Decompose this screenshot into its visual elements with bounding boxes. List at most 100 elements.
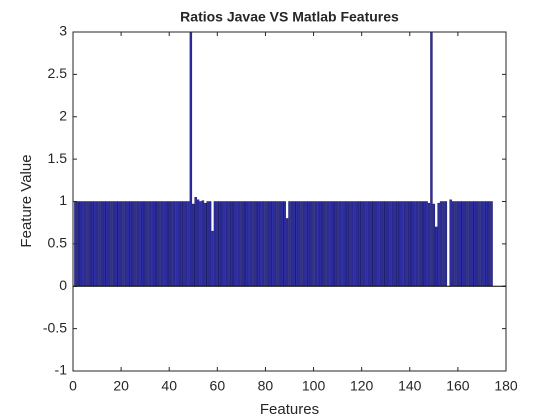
bar — [348, 201, 351, 287]
bar — [461, 201, 464, 287]
bar — [442, 201, 445, 287]
bar — [439, 201, 443, 287]
x-tick-label: 100 — [302, 378, 326, 394]
bar — [362, 201, 366, 287]
x-tick-label: 180 — [494, 378, 518, 394]
bar — [172, 201, 176, 287]
bar — [432, 203, 436, 287]
bar — [151, 201, 154, 287]
bar — [237, 201, 241, 287]
bar — [403, 201, 407, 287]
bar — [386, 201, 390, 287]
bar — [377, 201, 380, 287]
bar — [468, 201, 472, 287]
x-tick-label: 20 — [113, 378, 129, 394]
bar — [201, 200, 205, 287]
bar — [261, 201, 265, 287]
bar — [422, 201, 426, 287]
bar — [95, 201, 99, 287]
bar — [413, 201, 416, 287]
x-tick-label: 80 — [258, 378, 274, 394]
bar — [218, 201, 221, 287]
bar — [435, 226, 438, 287]
bar — [146, 201, 149, 287]
y-tick-label: -0.5 — [43, 319, 67, 335]
bar — [394, 201, 397, 287]
bar — [321, 201, 325, 287]
bar — [288, 201, 291, 287]
bar — [290, 201, 294, 287]
bar — [187, 201, 190, 287]
bar — [297, 201, 301, 287]
bar — [88, 201, 92, 287]
x-tick-label: 140 — [398, 378, 422, 394]
bar — [475, 201, 479, 287]
bar — [384, 201, 387, 287]
bar — [76, 201, 80, 287]
x-tick-label: 0 — [69, 378, 77, 394]
bar — [276, 201, 279, 287]
bar — [122, 201, 125, 287]
bar — [127, 201, 130, 287]
bar — [86, 201, 89, 287]
bar — [199, 201, 202, 287]
bar — [189, 32, 193, 287]
bar — [456, 201, 460, 287]
bar — [211, 230, 214, 287]
bar — [427, 202, 431, 287]
bar — [463, 201, 467, 287]
bar — [430, 32, 433, 287]
bar — [266, 201, 270, 287]
bar — [285, 218, 289, 287]
bar — [353, 201, 356, 287]
bar — [309, 201, 313, 287]
bar — [79, 201, 82, 287]
bar — [192, 203, 195, 287]
bar — [490, 201, 493, 287]
bar — [358, 201, 361, 287]
bar — [300, 201, 303, 287]
bar — [333, 201, 337, 287]
bar — [204, 202, 207, 287]
bar — [410, 201, 414, 287]
x-tick-label: 160 — [446, 378, 470, 394]
y-tick-label: 3 — [59, 23, 67, 39]
bar — [341, 201, 344, 287]
bar — [459, 201, 462, 287]
bar — [487, 201, 491, 287]
bar — [418, 201, 421, 287]
x-axis-label: Features — [260, 401, 319, 418]
bar — [115, 201, 118, 287]
bar — [278, 201, 282, 287]
bar — [244, 201, 248, 287]
bar — [336, 201, 339, 287]
y-tick-label: 0.5 — [48, 235, 68, 251]
bar — [406, 201, 409, 287]
bar — [242, 201, 246, 287]
bar — [107, 201, 111, 287]
bar — [314, 201, 318, 287]
bar — [252, 201, 255, 287]
bar — [100, 201, 104, 287]
bar — [240, 201, 243, 287]
y-tick-label: 2.5 — [48, 65, 68, 81]
bar — [350, 201, 354, 287]
bar — [110, 201, 113, 287]
y-tick-label: 1.5 — [48, 150, 68, 166]
bar — [91, 201, 94, 287]
bar — [232, 201, 236, 287]
bar — [182, 201, 185, 287]
bar — [382, 201, 385, 287]
y-tick-label: 2 — [59, 107, 67, 123]
y-axis-label: Feature Value — [18, 154, 35, 247]
bar — [136, 201, 140, 287]
bar — [281, 201, 284, 287]
bar — [247, 201, 250, 287]
bar — [324, 201, 327, 287]
bar — [312, 201, 315, 287]
bar — [160, 201, 164, 287]
bar — [425, 201, 428, 287]
bar — [223, 201, 226, 287]
bar — [119, 201, 123, 287]
